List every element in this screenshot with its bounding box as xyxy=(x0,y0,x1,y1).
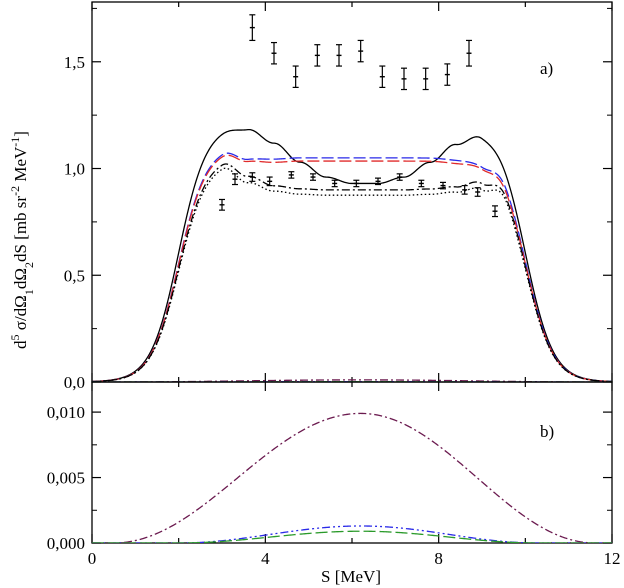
data-point xyxy=(396,173,403,181)
series-line-1 xyxy=(92,412,612,543)
data-point xyxy=(331,179,338,188)
data-point xyxy=(461,184,468,195)
data-point xyxy=(292,65,299,88)
data-point xyxy=(466,39,472,67)
data-point xyxy=(357,39,364,63)
data-point xyxy=(492,205,498,218)
data-point xyxy=(336,44,342,67)
x-tick-label: 12 xyxy=(604,549,621,568)
series-line-3 xyxy=(92,530,612,543)
data-point xyxy=(418,179,425,188)
y-tick-label: 0,005 xyxy=(47,469,85,488)
panel-frame xyxy=(91,1,613,383)
panel-a: 0,0 0,5 1,0 1,5 xyxy=(64,1,613,392)
y-tick-label: 1,5 xyxy=(64,53,85,72)
data-point xyxy=(288,171,295,179)
panel-b: 0,000 0,005 0,010 0 4 8 12 xyxy=(47,381,621,568)
data-point xyxy=(422,67,429,91)
data-point xyxy=(353,179,360,188)
data-point xyxy=(440,181,446,190)
y-tick-label: 0,010 xyxy=(47,403,85,422)
panel-b-label: b) xyxy=(540,422,554,441)
series-line-3 xyxy=(92,154,612,382)
data-point xyxy=(401,67,407,91)
data-point xyxy=(310,173,316,181)
series-line-5 xyxy=(92,167,612,382)
data-point xyxy=(219,198,225,211)
panel-a-label: a) xyxy=(540,59,553,78)
x-axis-label: S [MeV] xyxy=(321,567,381,586)
series-line-4 xyxy=(92,163,612,382)
data-point xyxy=(266,176,273,187)
y-tick-label: 0,000 xyxy=(47,534,85,553)
series-line-2 xyxy=(92,152,612,382)
y-tick-label: 0,0 xyxy=(64,373,85,392)
x-tick-label: 4 xyxy=(261,549,270,568)
data-point xyxy=(375,177,381,186)
data-point xyxy=(444,63,451,86)
data-point xyxy=(271,41,277,65)
data-point xyxy=(379,65,386,88)
y-tick-label: 1,0 xyxy=(64,160,85,179)
x-tick-label: 0 xyxy=(88,549,97,568)
series-line-1 xyxy=(92,128,612,382)
data-point xyxy=(249,14,256,42)
data-point xyxy=(232,173,238,186)
x-tick-label: 8 xyxy=(434,549,443,568)
data-point xyxy=(314,44,321,67)
y-tick-label: 0,5 xyxy=(64,266,85,285)
data-point xyxy=(249,172,256,182)
panel-frame xyxy=(91,381,613,544)
data-point xyxy=(474,187,481,197)
y-axis-label: d5 σ/dΩ1dΩ2dS [mb sr-2 MeV-1] xyxy=(8,131,36,349)
